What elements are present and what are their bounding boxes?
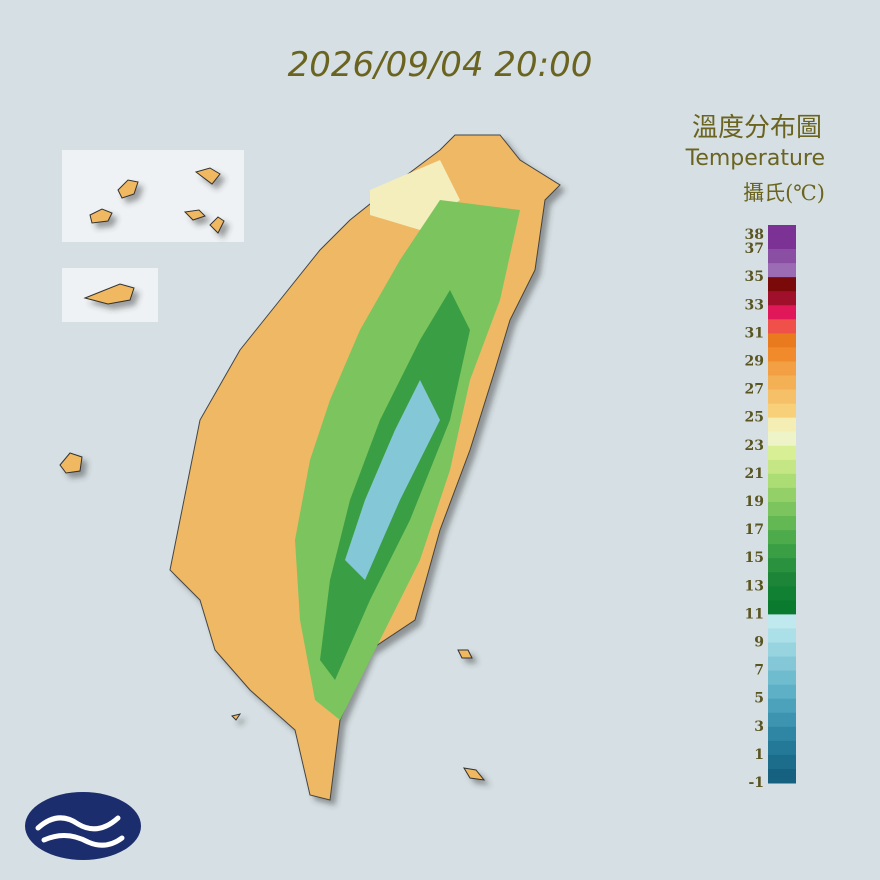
- legend-band: [768, 445, 796, 461]
- legend-subtitle: Temperature: [685, 146, 825, 171]
- timestamp: 2026/09/04 20:00: [288, 45, 593, 85]
- legend-band: [768, 516, 796, 531]
- legend-band: [768, 263, 796, 278]
- legend-band: [768, 586, 796, 601]
- legend-band: [768, 291, 796, 306]
- legend-label: 11: [745, 606, 764, 622]
- legend-label: 7: [754, 663, 764, 679]
- legend-band: [768, 656, 796, 672]
- legend-band: [768, 389, 796, 405]
- legend-band-top: [768, 225, 796, 235]
- legend-label: 21: [745, 466, 764, 482]
- legend-band: [768, 670, 796, 686]
- legend-band: [768, 628, 796, 643]
- legend-band: [768, 726, 796, 742]
- legend-label: 35: [745, 269, 764, 285]
- legend-band: [768, 361, 796, 377]
- legend-label: 3: [754, 719, 764, 735]
- legend-band: [768, 249, 796, 264]
- legend-label: 29: [745, 353, 764, 369]
- legend-label: 25: [745, 410, 764, 426]
- legend-band: [768, 712, 796, 728]
- legend-label: 37: [745, 241, 764, 257]
- legend-label: 17: [745, 522, 764, 538]
- legend-label: 1: [754, 747, 764, 763]
- legend-band: [768, 319, 796, 334]
- legend-band: [768, 501, 796, 517]
- legend-band: [768, 347, 796, 362]
- legend-band: [768, 740, 796, 756]
- logo-mark: [35, 815, 125, 848]
- legend-band: [768, 754, 796, 770]
- legend-band: [768, 431, 796, 447]
- legend-label: -1: [748, 775, 764, 791]
- legend-label: 27: [745, 382, 764, 398]
- legend-band: [768, 600, 796, 615]
- legend-label: 15: [745, 550, 764, 566]
- legend-band: [768, 235, 796, 250]
- legend-label: 23: [745, 438, 764, 454]
- legend-band: [768, 473, 796, 489]
- legend-label: 9: [754, 634, 764, 650]
- legend-band: [768, 487, 796, 503]
- legend-label: 38: [745, 227, 764, 243]
- legend-band: [768, 642, 796, 658]
- legend-band: [768, 305, 796, 320]
- legend-title: 溫度分布圖: [692, 113, 822, 143]
- legend-band: [768, 459, 796, 475]
- legend-band: [768, 572, 796, 587]
- islands: [59, 167, 486, 781]
- legend-band: [768, 558, 796, 573]
- legend-band: [768, 333, 796, 348]
- legend-band: [768, 277, 796, 292]
- legend-band: [768, 403, 796, 419]
- highland: [345, 380, 440, 580]
- legend-label: 33: [745, 297, 764, 313]
- legend-band: [768, 614, 796, 629]
- legend-label: 5: [754, 691, 764, 707]
- legend-label: 31: [745, 325, 764, 341]
- legend-label: 19: [745, 494, 764, 510]
- legend-band: [768, 544, 796, 559]
- legend-band: [768, 530, 796, 545]
- legend-unit: 攝氏(℃): [743, 181, 825, 205]
- legend-band: [768, 417, 796, 433]
- legend-label: 13: [745, 578, 764, 594]
- legend-band: [768, 698, 796, 714]
- legend-band: [768, 768, 796, 784]
- legend-band: [768, 684, 796, 700]
- legend-band: [768, 375, 796, 391]
